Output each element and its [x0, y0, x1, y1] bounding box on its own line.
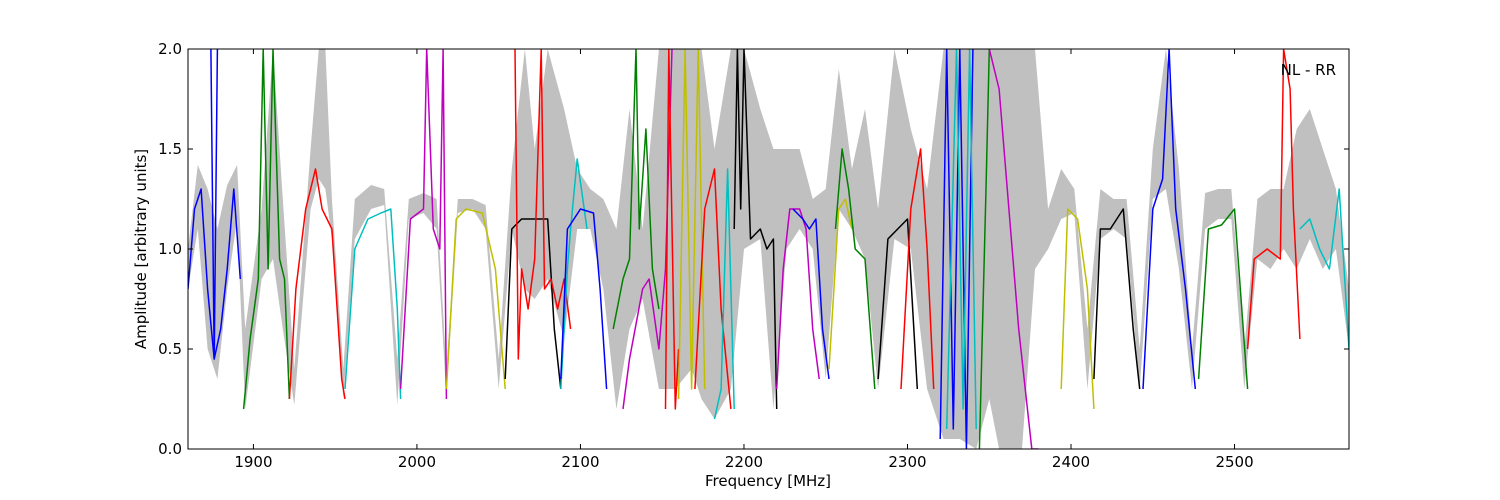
series-line-6	[399, 49, 448, 400]
series-line-29	[1060, 208, 1095, 410]
y-tick-label: 2.0	[158, 40, 182, 58]
series-line-32	[1197, 208, 1249, 390]
series-line-21	[828, 198, 853, 370]
series-line-30	[1093, 208, 1141, 390]
series-line-20	[792, 208, 830, 380]
series-line-10	[560, 158, 588, 390]
y-axis-label: Amplitude [arbitrary units]	[132, 149, 150, 349]
series-line-23	[877, 218, 919, 390]
series-line-34	[1299, 188, 1349, 350]
series-line-4	[288, 168, 346, 400]
envelope-band	[188, 49, 1349, 449]
x-tick-label: 2500	[1215, 453, 1253, 471]
series-line-25	[939, 49, 974, 449]
series-line-12	[612, 49, 660, 330]
series-line-17	[713, 168, 735, 420]
plot-annotation: NL - RR	[1281, 61, 1336, 79]
series-line-5	[344, 208, 402, 400]
y-tick-label: 1.0	[158, 240, 182, 258]
series-line-28	[988, 49, 1039, 449]
series-line-7	[445, 208, 506, 390]
series-line-3	[242, 49, 291, 410]
band-layer	[188, 49, 1349, 449]
series-line-26	[945, 49, 977, 430]
series-layer	[188, 49, 1349, 449]
x-tick-label: 1900	[234, 453, 272, 471]
series-line-18	[733, 49, 778, 410]
y-tick-label: 1.5	[158, 140, 182, 158]
series-line-16	[694, 168, 732, 410]
series-line-13	[622, 49, 673, 410]
x-tick-label: 2100	[561, 453, 599, 471]
series-line-15	[677, 49, 706, 400]
series-line-9	[514, 49, 572, 360]
series-line-27	[978, 49, 991, 449]
series-line-22	[834, 148, 876, 390]
y-tick-label: 0.5	[158, 340, 182, 358]
ticks-layer: 1900 2000 2100 2200 2300 2400 2500 0.0 0.5 1.0 1.5…	[158, 40, 1349, 471]
series-line-24	[900, 148, 935, 390]
y-tick-label: 0.0	[158, 440, 182, 458]
x-tick-label: 2200	[725, 453, 763, 471]
x-axis-label: Frequency [MHz]	[705, 472, 831, 490]
series-line-14	[664, 49, 680, 410]
series-line-31	[1142, 49, 1197, 390]
series-line-8	[504, 218, 562, 390]
x-tick-label: 2000	[398, 453, 436, 471]
series-line-19	[775, 208, 820, 390]
x-tick-label: 2400	[1052, 453, 1090, 471]
x-tick-label: 2300	[888, 453, 926, 471]
series-line-33	[1246, 49, 1301, 350]
series-line-2	[210, 49, 219, 360]
series-line-11	[560, 208, 608, 390]
